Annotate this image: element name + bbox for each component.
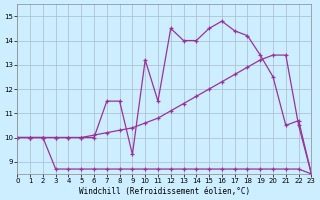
X-axis label: Windchill (Refroidissement éolien,°C): Windchill (Refroidissement éolien,°C): [79, 187, 250, 196]
